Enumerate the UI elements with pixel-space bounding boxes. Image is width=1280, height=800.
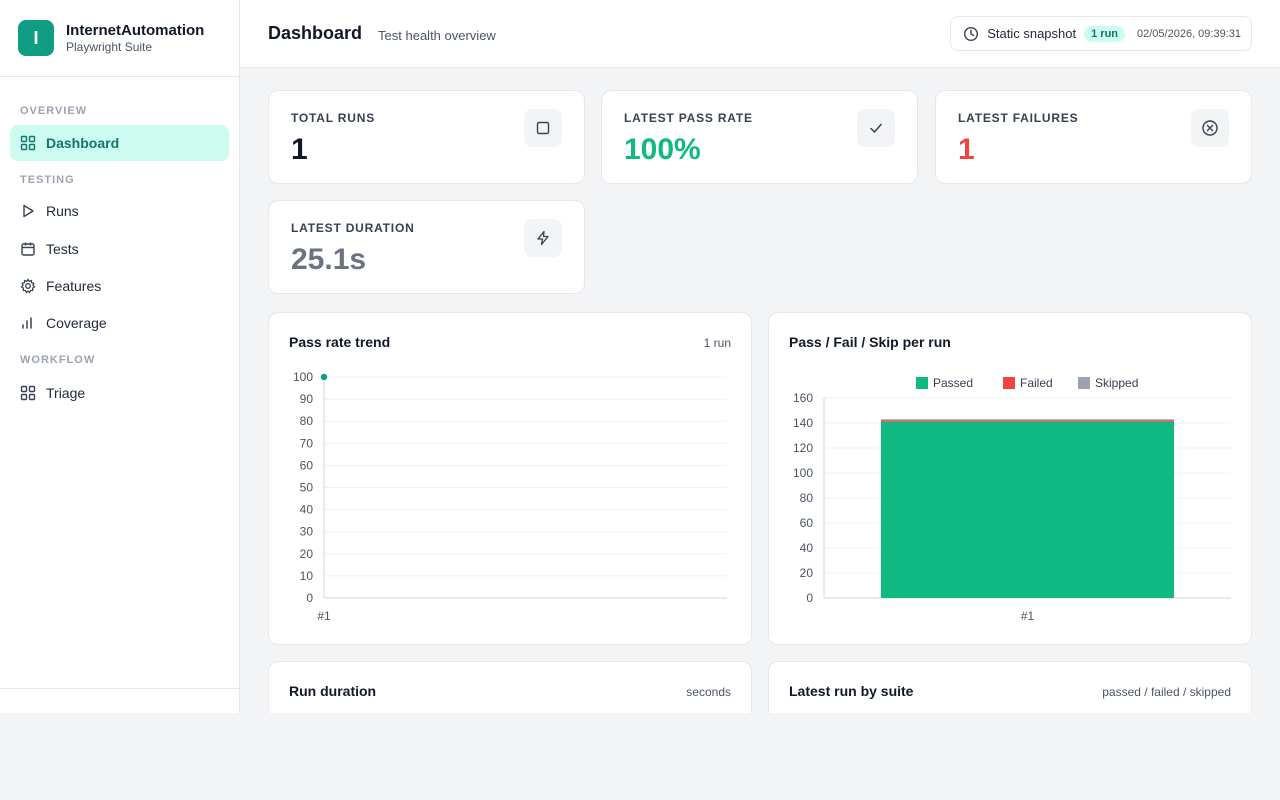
- sidebar-item-runs[interactable]: Runs: [10, 193, 229, 229]
- x-tick-label: #1: [1021, 609, 1035, 623]
- sidebar-item-label: Coverage: [46, 315, 107, 331]
- sidebar-item-label: Triage: [46, 385, 86, 401]
- card-latest-run-by-suite: Latest run by suite passed / failed / sk…: [768, 661, 1252, 713]
- sidebar-item-coverage[interactable]: Coverage: [10, 305, 229, 341]
- sidebar-item-label: Features: [46, 278, 102, 294]
- brand-logo: I: [18, 20, 54, 56]
- page-subtitle: Test health overview: [378, 27, 496, 43]
- gear-icon: [20, 278, 36, 294]
- bar-segment-passed: [880, 421, 1175, 598]
- legend-swatch: [916, 377, 928, 389]
- snapshot-label: Static snapshot: [987, 26, 1077, 41]
- y-tick-label: 100: [793, 466, 813, 480]
- y-tick-label: 40: [300, 503, 314, 517]
- card-title: Pass / Fail / Skip per run: [789, 334, 951, 350]
- sidebar-item-label: Runs: [46, 203, 79, 219]
- clock-icon: [963, 26, 979, 42]
- snapshot-timestamp: 02/05/2026, 09:39:31: [1137, 27, 1241, 40]
- y-tick-label: 80: [300, 414, 314, 428]
- stat-value: 1: [958, 133, 975, 166]
- nav-section-testing: TESTING: [20, 174, 75, 186]
- sidebar-item-dashboard[interactable]: Dashboard: [10, 125, 229, 161]
- legend-label: Skipped: [1095, 376, 1138, 390]
- bar-chart-icon: [20, 315, 36, 331]
- card-run-duration: Run duration seconds: [268, 661, 752, 713]
- card-title: Pass rate trend: [289, 334, 391, 350]
- nav-section-overview: OVERVIEW: [20, 105, 88, 117]
- y-tick-label: 100: [293, 370, 313, 384]
- grid-icon: [20, 135, 36, 151]
- sidebar-item-tests[interactable]: Tests: [10, 231, 229, 267]
- sidebar-nav: OVERVIEW Dashboard TESTING Runs Tests: [0, 101, 239, 411]
- legend-label: Failed: [1020, 376, 1053, 390]
- calendar-icon: [20, 241, 36, 257]
- y-tick-label: 70: [300, 436, 314, 450]
- brand-subtitle: Playwright Suite: [66, 39, 153, 54]
- check-icon: [857, 109, 895, 147]
- y-tick-label: 90: [300, 392, 314, 406]
- y-tick-label: 20: [300, 547, 314, 561]
- card-title: Latest run by suite: [789, 683, 914, 699]
- stat-card-total-runs: TOTAL RUNS 1: [268, 90, 585, 184]
- app-viewport: I InternetAutomation Playwright Suite OV…: [0, 0, 1280, 713]
- sidebar-item-features[interactable]: Features: [10, 268, 229, 304]
- card-meta: passed / failed / skipped: [1102, 685, 1231, 699]
- grid-icon: [20, 385, 36, 401]
- sidebar-footer-divider: [0, 688, 239, 689]
- stat-value: 25.1s: [291, 243, 367, 276]
- header: Dashboard Test health overview Static sn…: [240, 0, 1280, 68]
- y-tick-label: 80: [800, 491, 814, 505]
- y-tick-label: 10: [300, 569, 314, 583]
- pass-fail-skip-chart: Passed Failed Skipped 0 20 40 60 80 100 120 140 160…: [793, 376, 1231, 623]
- bar-segment-failed: [880, 420, 1175, 422]
- run-count-badge: 1 run: [1084, 25, 1126, 42]
- y-tick-label: 60: [800, 516, 814, 530]
- stat-label: LATEST PASS RATE: [624, 111, 753, 125]
- stat-label: LATEST DURATION: [291, 221, 415, 235]
- legend-swatch: [1003, 377, 1015, 389]
- square-icon: [524, 109, 562, 147]
- brand: I InternetAutomation Playwright Suite: [0, 0, 239, 77]
- sidebar-item-label: Tests: [46, 241, 79, 257]
- nav-section-workflow: WORKFLOW: [20, 354, 96, 366]
- stat-label: TOTAL RUNS: [291, 111, 376, 125]
- page-title: Dashboard: [268, 23, 363, 43]
- snapshot-indicator[interactable]: Static snapshot 1 run 02/05/2026, 09:39:…: [950, 16, 1252, 51]
- stat-value: 1: [291, 133, 308, 166]
- card-title: Run duration: [289, 683, 377, 699]
- y-tick-label: 20: [800, 566, 814, 580]
- y-tick-label: 0: [306, 591, 313, 605]
- y-tick-label: 160: [793, 391, 813, 405]
- stat-value: 100%: [624, 133, 701, 166]
- play-icon: [20, 203, 36, 219]
- card-meta: 1 run: [703, 336, 731, 350]
- sidebar-item-triage[interactable]: Triage: [10, 375, 229, 411]
- y-tick-label: 120: [793, 441, 813, 455]
- y-tick-label: 40: [800, 541, 814, 555]
- stat-card-failures: LATEST FAILURES 1: [935, 90, 1252, 184]
- legend-swatch: [1078, 377, 1090, 389]
- card-pass-rate-trend: Pass rate trend 1 run 0 10 20 30 40 50 60 70 80 9…: [268, 312, 752, 645]
- y-tick-label: 60: [300, 458, 314, 472]
- sidebar: I InternetAutomation Playwright Suite OV…: [0, 0, 240, 713]
- sidebar-item-label: Dashboard: [46, 135, 120, 151]
- brand-name: InternetAutomation: [66, 21, 205, 39]
- stat-card-duration: LATEST DURATION 25.1s: [268, 200, 585, 294]
- lightning-icon: [524, 219, 562, 257]
- data-point: [320, 373, 328, 381]
- y-tick-label: 140: [793, 416, 813, 430]
- card-pass-fail-skip: Pass / Fail / Skip per run Passed Failed S…: [768, 312, 1252, 645]
- y-tick-label: 30: [300, 525, 314, 539]
- bar-segment-skipped: [880, 419, 1175, 421]
- x-tick-label: #1: [317, 609, 331, 623]
- pass-rate-chart: 0 10 20 30 40 50 60 70 80 90 100 #1: [293, 370, 727, 623]
- y-tick-label: 50: [300, 481, 314, 495]
- x-circle-icon: [1191, 109, 1229, 147]
- card-meta: seconds: [686, 685, 731, 699]
- legend-label: Passed: [933, 376, 973, 390]
- stat-label: LATEST FAILURES: [958, 111, 1079, 125]
- y-tick-label: 0: [806, 591, 813, 605]
- stat-card-pass-rate: LATEST PASS RATE 100%: [601, 90, 918, 184]
